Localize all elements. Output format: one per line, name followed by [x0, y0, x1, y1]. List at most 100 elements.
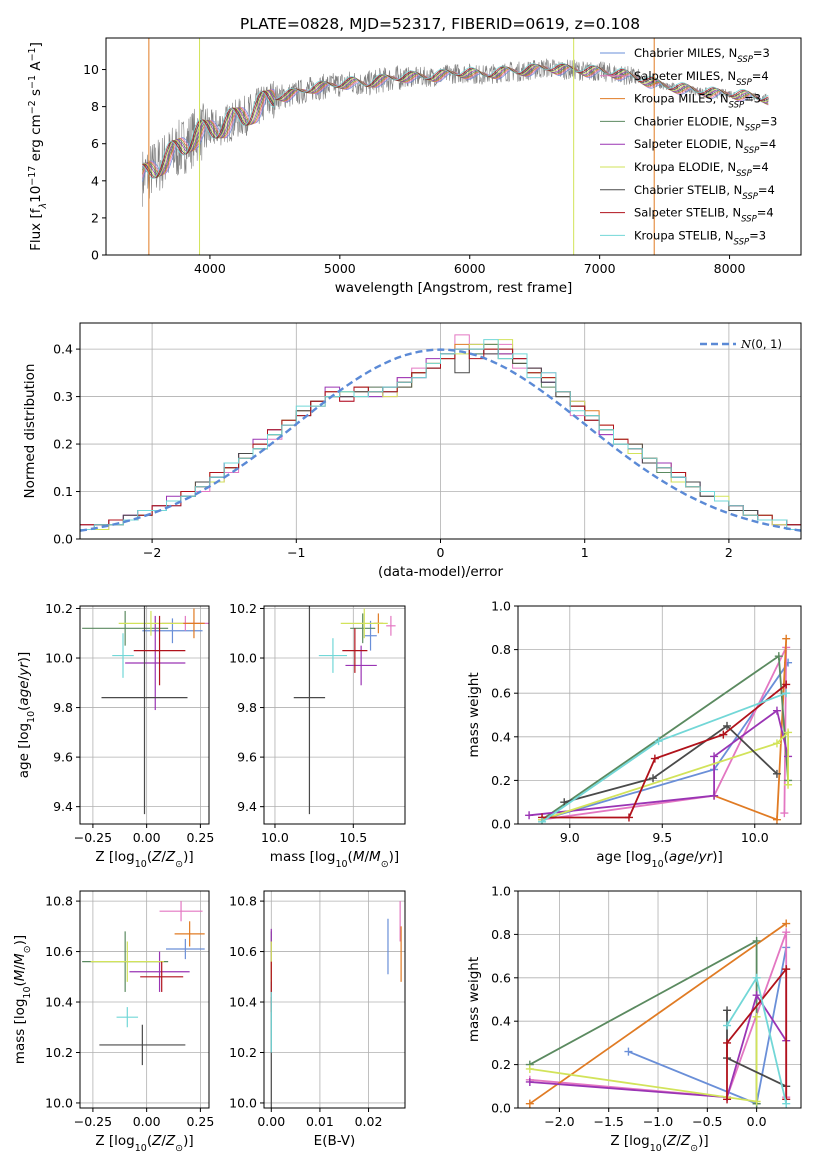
mass-vs-Z-ytick-label: 10.6 [45, 944, 73, 959]
mass-vs-EBV-errorbars [270, 901, 402, 1108]
label-part: M [353, 849, 365, 865]
age-vs-mass-frame [263, 605, 406, 825]
label-part: ⊙ [381, 859, 389, 870]
label-part: mass [log [12, 999, 28, 1065]
label-part: Chabrier ELODIE, N [634, 114, 745, 128]
mass-weight-vs-Z-ytick-label: 0.2 [491, 1057, 511, 1072]
model-kroupa-stelib [142, 63, 769, 179]
spectrum-ytick-label: 8 [91, 99, 99, 114]
mass-vs-Z-xtick-label: −0.25 [74, 1114, 112, 1129]
spectrum-xtick-label: 4000 [194, 261, 226, 276]
label-part: Chabrier MILES, N [634, 46, 737, 60]
label-part: ( [12, 981, 28, 986]
mass-vs-EBV-ytick-label: 10.8 [229, 894, 257, 909]
marker-chabrier-stelib [560, 798, 569, 807]
legend-entry: Salpeter MILES, NSSP=4 [634, 69, 769, 88]
label-part: (data-model)/error [378, 564, 504, 580]
mass-weight-vs-age-xtick-label: 9.5 [652, 830, 672, 845]
label-part: SSP [736, 169, 752, 179]
age-vs-mass-ytick-label: 9.6 [237, 750, 257, 765]
legend-entry: Kroupa STELIB, NSSP=3 [634, 228, 766, 247]
mass-weight-vs-Z-ytick-label: 0.0 [491, 1101, 511, 1116]
label-part: 10 [22, 986, 33, 998]
age-vs-Z-xtick-label: 0.00 [133, 830, 161, 845]
label-part: yr [16, 661, 32, 677]
label-part: mass weight [466, 957, 482, 1042]
label-part: Flux [f [28, 207, 44, 251]
mass-weight-vs-Z-xtick-label: −2.0 [544, 1114, 574, 1129]
mass-weight-vs-age-ytick-label: 0.6 [491, 686, 511, 701]
label-part: ( [147, 1133, 152, 1149]
legend-entry: Kroupa ELODIE, NSSP=4 [634, 160, 769, 179]
label-part: )] [698, 1133, 709, 1149]
age-vs-mass-ytick-label: 9.4 [237, 799, 257, 814]
marker-chabrier-stelib [649, 774, 658, 783]
label-part: −17 [27, 166, 38, 186]
mass-weight-vs-Z-xlabel: Z [log10(Z/Z⊙)] [610, 1133, 708, 1154]
label-part: SSP [736, 78, 752, 88]
mass-weight-vs-age-ytick-label: 1.0 [491, 599, 511, 614]
spectrum-frame [105, 37, 802, 256]
age-vs-Z-xtick-label: 0.25 [186, 830, 214, 845]
label-part: ( [348, 849, 353, 865]
age-vs-Z-ytick-label: 9.8 [53, 700, 73, 715]
line-salpeter-miles [541, 647, 788, 821]
label-part: )] [16, 652, 32, 663]
marker-kroupa-elodie [772, 739, 781, 748]
spectrum-ytick-label: 4 [91, 173, 99, 188]
marker-chabrier-elodie [752, 936, 761, 945]
legend-entry: Chabrier STELIB, NSSP=4 [634, 183, 775, 202]
marker-salpeter-miles [782, 928, 791, 937]
marker-kroupa-stelib [723, 1021, 732, 1030]
mass-vs-EBV-xtick-label: 0.00 [257, 1114, 285, 1129]
spectrum-axes: 4000 5000 6000 7000 8000 0 2 4 6 8 10 [83, 62, 745, 276]
mass-weight-vs-Z-xtick-label: −1.5 [594, 1114, 624, 1129]
mass-weight-vs-age-ytick-label: 0.4 [491, 729, 511, 744]
label-part: wavelength [Angstrom, rest frame] [335, 280, 573, 296]
mass-vs-Z-ytick-label: 10.8 [45, 894, 73, 909]
label-part: Kroupa ELODIE, N [634, 160, 736, 174]
marker-kroupa-elodie [525, 1064, 534, 1073]
mass-weight-vs-age-xtick-label: 10.0 [741, 830, 769, 845]
age-vs-Z-ytick-label: 10.2 [45, 601, 73, 616]
label-part: )] [712, 849, 723, 865]
mass-weight-vs-age-ytick-label: 0.2 [491, 773, 511, 788]
mass-vs-Z-xtick-label: 0.25 [186, 1114, 214, 1129]
label-part: Z [log [95, 849, 134, 865]
mass-vs-EBV-frame [263, 890, 406, 1109]
mass-weight-vs-Z-ytick-label: 0.4 [491, 1014, 511, 1029]
label-part: ⊙ [22, 945, 33, 953]
residuals-xtick-label: 1 [581, 545, 589, 560]
mass-weight-vs-age-ytick-label: 0.0 [491, 817, 511, 832]
label-part: 10 [135, 859, 147, 870]
age-vs-Z-xtick-label: −0.25 [74, 830, 112, 845]
label-part: )] [183, 1133, 194, 1149]
mass-vs-EBV-xtick-label: 0.02 [355, 1114, 383, 1129]
age-vs-mass-ytick-label: 10.2 [229, 601, 257, 616]
label-part: (0, 1) [751, 337, 782, 351]
mass-weight-vs-age-ytick-label: 0.8 [491, 642, 511, 657]
line-salpeter-elodie [529, 993, 787, 1099]
marker-kroupa-elodie [784, 728, 793, 737]
marker-kroupa-miles [772, 815, 781, 824]
label-part: 10 [28, 186, 44, 203]
line-kroupa-elodie [529, 1016, 758, 1103]
label-part: / [161, 849, 166, 865]
marker-salpeter-stelib [782, 965, 791, 974]
hist-salpeter-stelib [80, 348, 801, 539]
mass-vs-EBV-axes: 0.00 0.01 0.02 10.0 10.2 10.4 10.6 10.8 [229, 891, 405, 1129]
legend-entry: Chabrier ELODIE, NSSP=3 [634, 114, 777, 133]
spectrum-ytick-label: 2 [91, 210, 99, 225]
age-vs-Z-frame [79, 605, 210, 825]
mass-vs-Z-errorbars [82, 901, 205, 1066]
mass-vs-EBV-xtick-label: 0.01 [306, 1114, 334, 1129]
label-part: Z [165, 1133, 176, 1149]
spectrum-ytick-label: 0 [91, 248, 99, 263]
marker-kroupa-stelib [782, 689, 791, 698]
mass-weight-vs-age-axes: 9.0 9.5 10.0 0.0 0.2 0.4 0.6 0.8 1.0 [491, 599, 801, 845]
label-part: M [369, 849, 381, 865]
line-kroupa-miles [529, 922, 787, 1105]
label-part: / [161, 1133, 166, 1149]
